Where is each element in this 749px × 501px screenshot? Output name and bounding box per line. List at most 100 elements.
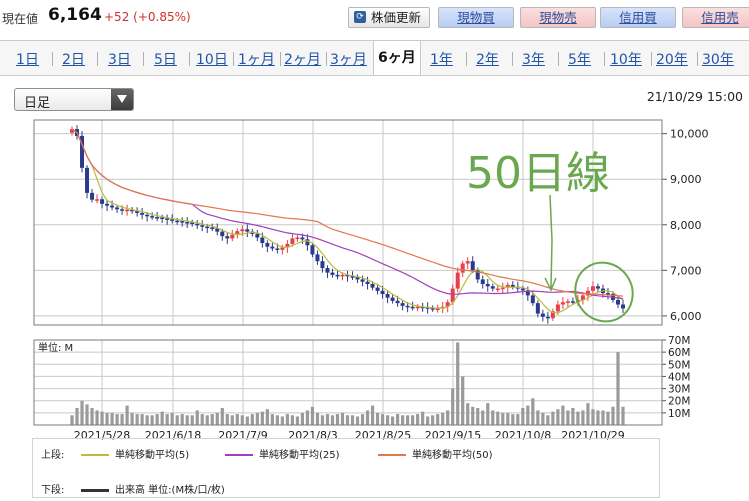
candle-body — [120, 209, 125, 211]
volume-bar — [225, 414, 229, 425]
candle-body — [70, 129, 74, 133]
date-tick-label: 2021/10/29 — [561, 429, 624, 440]
volume-bar — [85, 404, 89, 425]
tab-10y[interactable]: 10年 — [610, 52, 642, 68]
chevron-down-icon[interactable] — [111, 89, 133, 110]
volume-bar — [190, 415, 194, 425]
price-value: 6,164 — [48, 5, 102, 25]
tab-6m[interactable]: 6ヶ月 — [373, 41, 421, 75]
candle-body — [390, 297, 395, 301]
volume-bar — [406, 415, 410, 425]
volume-bar — [436, 414, 440, 425]
candle-body — [135, 211, 140, 213]
volume-bar — [275, 415, 279, 425]
interval-select-value: 日足 — [24, 96, 51, 111]
candle-body — [155, 217, 160, 219]
ma50-line — [71, 128, 624, 297]
volume-tick-label: 10M — [668, 408, 690, 420]
candle-body — [360, 279, 365, 282]
candle-body — [445, 302, 450, 307]
volume-bar — [501, 412, 505, 425]
tab-20y[interactable]: 20年 — [656, 52, 688, 68]
tab-1m[interactable]: 1ヶ月 — [238, 52, 275, 68]
volume-tick-label: 50M — [668, 359, 690, 371]
candle-body — [150, 216, 155, 218]
volume-bar — [110, 412, 114, 425]
cash-sell-button[interactable]: 現物売 — [520, 7, 596, 28]
candle-body — [255, 233, 260, 238]
candle-body — [430, 308, 435, 310]
volume-bar — [250, 414, 254, 425]
tab-divider — [604, 52, 605, 66]
price-tick-label: 7,000 — [670, 264, 702, 277]
candle-body — [475, 270, 480, 280]
volume-bar — [265, 409, 269, 425]
refresh-price-button[interactable]: ⟳ 株価更新 — [348, 7, 430, 28]
volume-bar — [345, 415, 350, 425]
tab-divider — [558, 52, 559, 66]
candle-body — [90, 192, 95, 200]
candle-body — [590, 286, 595, 291]
candle-body — [450, 288, 455, 303]
candle-body — [165, 218, 170, 220]
tab-3m[interactable]: 3ヶ月 — [330, 52, 367, 68]
candle-body — [615, 299, 620, 305]
volume-bar — [401, 415, 405, 425]
date-tick-label: 2021/8/25 — [355, 429, 411, 440]
cash-buy-button[interactable]: 現物買 — [438, 7, 514, 28]
tab-1y[interactable]: 1年 — [430, 52, 453, 68]
volume-bar — [75, 408, 79, 425]
volume-bar — [411, 415, 415, 425]
volume-bar — [576, 411, 580, 425]
volume-bar — [551, 411, 555, 425]
candle-body — [245, 229, 250, 232]
tab-30y[interactable]: 30年 — [702, 52, 734, 68]
tab-3d[interactable]: 3日 — [108, 52, 131, 68]
tab-5d[interactable]: 5日 — [154, 52, 177, 68]
volume-tick-label: 70M — [668, 335, 690, 347]
volume-bar — [165, 414, 169, 425]
tab-divider — [512, 52, 513, 66]
volume-bar — [260, 411, 264, 425]
volume-bar — [290, 415, 294, 425]
volume-bar — [315, 412, 320, 425]
volume-bar — [90, 408, 94, 425]
tab-2y[interactable]: 2年 — [476, 52, 499, 68]
price-change: +52 (+0.85%) — [104, 10, 191, 24]
candle-body — [305, 239, 310, 246]
candle-body — [400, 303, 405, 306]
tab-2d[interactable]: 2日 — [62, 52, 85, 68]
volume-bar — [325, 414, 330, 425]
interval-select[interactable]: 日足 — [14, 88, 134, 111]
volume-bar — [471, 406, 475, 425]
candle-body — [605, 293, 610, 295]
volume-bar — [476, 408, 480, 425]
candle-body — [325, 268, 330, 273]
volume-bar — [160, 411, 164, 425]
tab-3y[interactable]: 3年 — [522, 52, 545, 68]
candle-body — [240, 229, 245, 232]
volume-bar — [310, 406, 315, 425]
margin-buy-button[interactable]: 信用買 — [600, 7, 676, 28]
candle-body — [310, 245, 315, 255]
volume-bar — [446, 410, 450, 425]
volume-bar — [230, 415, 234, 425]
volume-bar — [185, 415, 189, 425]
price-axis-labels: 10,000 9,000 8,000 7,000 6,000 — [662, 128, 709, 323]
candle-body — [565, 301, 570, 303]
legend-lower-label: 下段: — [41, 485, 65, 496]
candle-body — [535, 303, 540, 314]
candle-body — [505, 284, 510, 288]
price-label: 現在値 — [2, 12, 39, 26]
volume-bar — [390, 416, 395, 425]
tab-5y[interactable]: 5年 — [568, 52, 591, 68]
price-tick-label: 6,000 — [670, 310, 702, 323]
candle-body — [260, 237, 265, 243]
candle-body — [175, 220, 180, 223]
volume-bar — [616, 352, 620, 425]
tab-2m[interactable]: 2ヶ月 — [284, 52, 321, 68]
margin-sell-button[interactable]: 信用売 — [682, 7, 749, 28]
tab-1d[interactable]: 1日 — [16, 52, 39, 68]
candle-body — [425, 307, 430, 309]
tab-10d[interactable]: 10日 — [196, 52, 228, 68]
